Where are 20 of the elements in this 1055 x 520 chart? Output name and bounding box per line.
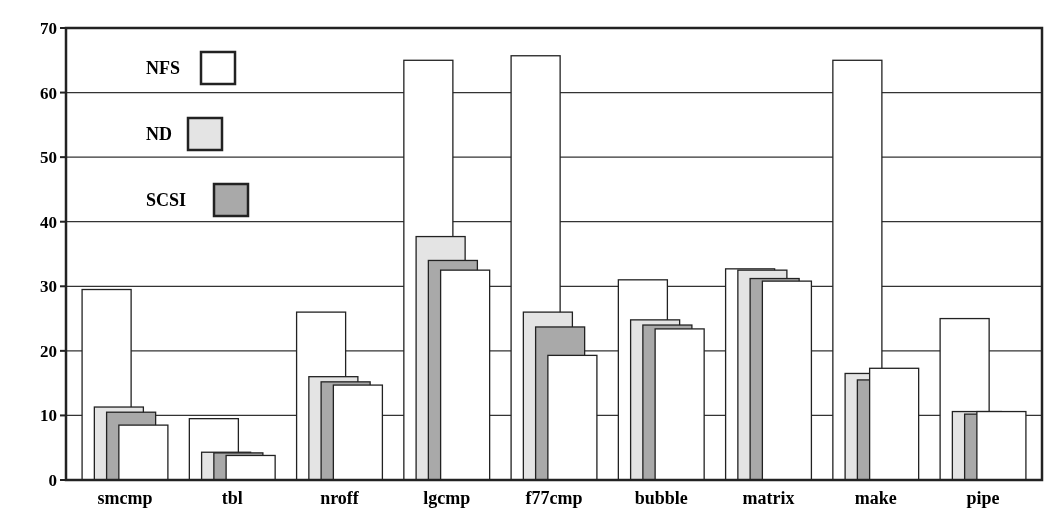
legend-label: ND xyxy=(146,124,172,145)
x-tick-label: pipe xyxy=(966,488,1000,508)
x-tick-label: matrix xyxy=(742,488,795,508)
x-tick-label: nroff xyxy=(320,488,360,508)
x-tick-label: f77cmp xyxy=(525,488,583,508)
y-tick-label: 10 xyxy=(40,406,57,426)
y-tick-label: 70 xyxy=(40,18,57,38)
x-tick-label: smcmp xyxy=(97,488,153,508)
x-tick-label: lgcmp xyxy=(423,488,471,508)
y-tick-label: 0 xyxy=(48,470,57,490)
y-tick-label: 30 xyxy=(40,277,57,297)
x-tick-label: make xyxy=(854,488,897,508)
x-tick-label: bubble xyxy=(634,488,688,508)
y-tick-label: 50 xyxy=(40,148,57,168)
legend-label: SCSI xyxy=(146,190,187,211)
legend-label: NFS xyxy=(146,58,181,79)
x-tick-label: tbl xyxy=(221,488,243,508)
y-tick-label: 60 xyxy=(40,83,57,103)
y-tick-label: 40 xyxy=(40,212,57,232)
y-tick-label: 20 xyxy=(40,341,57,361)
